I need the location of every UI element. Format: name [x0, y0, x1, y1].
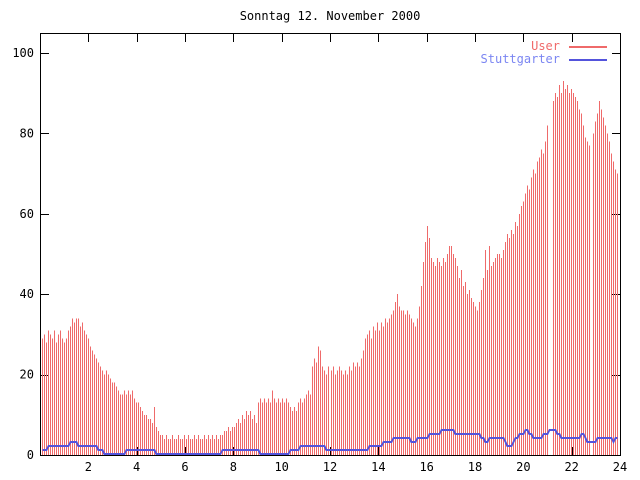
x-tick-label: 24 — [613, 460, 627, 474]
x-tick-label: 6 — [181, 460, 188, 474]
x-tick-label: 2 — [85, 460, 92, 474]
legend-item-stuttgarter: Stuttgarter — [481, 53, 607, 66]
user-series — [42, 81, 618, 455]
legend: User Stuttgarter — [481, 40, 607, 66]
x-tick-label: 4 — [133, 460, 140, 474]
y-tick-label: 20 — [20, 368, 34, 382]
legend-line-sample-user — [569, 45, 607, 48]
x-tick-label: 12 — [323, 460, 337, 474]
y-tick-label: 100 — [12, 46, 34, 60]
x-tick-label: 20 — [516, 460, 530, 474]
x-tick-label: 8 — [230, 460, 237, 474]
chart-title: Sonntag 12. November 2000 — [239, 9, 421, 23]
y-tick-label: 0 — [27, 448, 34, 462]
x-tick-label: 10 — [274, 460, 288, 474]
legend-line-sample-stuttgarter — [569, 58, 607, 61]
legend-item-user: User — [481, 40, 607, 53]
x-tick-label: 18 — [468, 460, 482, 474]
x-tick-label: 14 — [371, 460, 385, 474]
legend-label-stuttgarter: Stuttgarter — [480, 52, 560, 66]
stuttgarter-series — [42, 429, 618, 455]
y-tick-label: 40 — [20, 287, 34, 301]
plot-frame — [40, 33, 621, 456]
y-tick-label: 60 — [20, 207, 34, 221]
y-tick-label: 80 — [20, 126, 34, 140]
legend-label-user: User — [531, 39, 560, 53]
x-tick-label: 22 — [564, 460, 578, 474]
x-tick-label: 16 — [419, 460, 433, 474]
